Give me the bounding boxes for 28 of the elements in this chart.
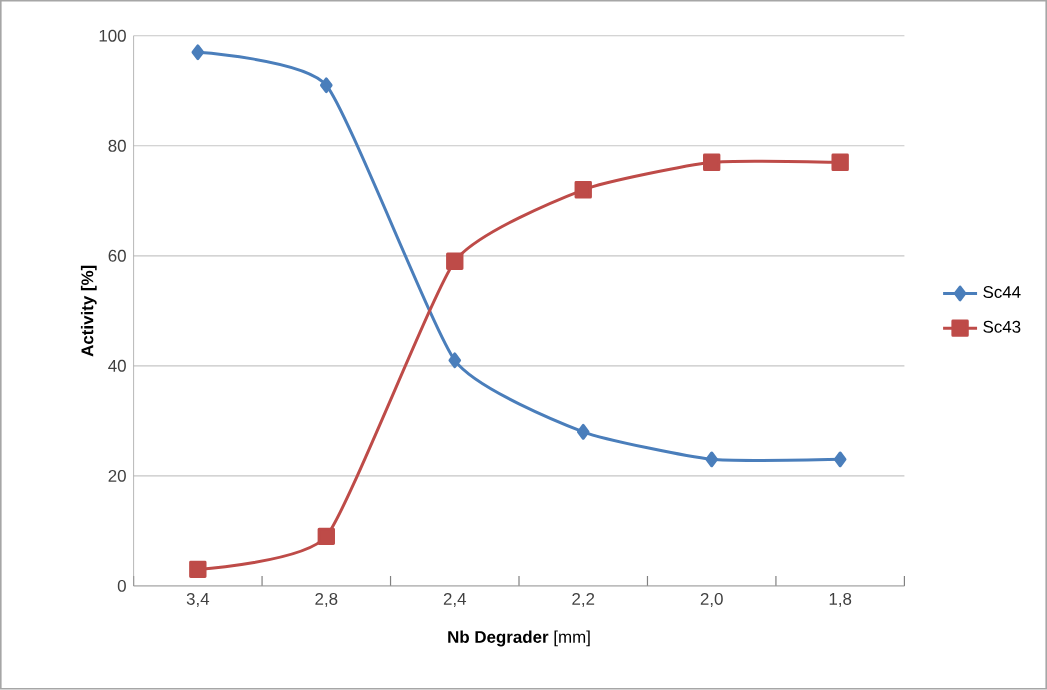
point bbox=[448, 352, 462, 369]
x-tick-label: 1,8 bbox=[829, 593, 852, 608]
y-axis-title: Activity [%] bbox=[80, 265, 97, 357]
point bbox=[833, 451, 847, 468]
y-tick-label: 100 bbox=[99, 30, 126, 42]
y-tick-label: 20 bbox=[108, 470, 126, 483]
point bbox=[189, 560, 207, 579]
y-tick-label: 80 bbox=[108, 140, 126, 152]
point bbox=[320, 77, 333, 94]
x-tick-label: 2,2 bbox=[572, 593, 595, 608]
x-axis-title: Nb Degrader [mm] bbox=[448, 630, 590, 647]
x-tick-label: 3,4 bbox=[186, 593, 210, 608]
point bbox=[703, 153, 721, 172]
point bbox=[446, 252, 464, 271]
point bbox=[576, 424, 590, 440]
x-tick-label: 2,8 bbox=[315, 593, 338, 608]
legend-label: Sc44 bbox=[983, 286, 1021, 299]
legend-label: Sc43 bbox=[983, 321, 1021, 333]
x-tick-label: 2,0 bbox=[700, 593, 723, 608]
y-tick-label: 60 bbox=[108, 250, 126, 263]
point bbox=[317, 527, 335, 546]
point bbox=[831, 153, 849, 172]
y-tick-label: 0 bbox=[117, 580, 126, 593]
point bbox=[705, 451, 718, 468]
x-tick-label: 2,4 bbox=[443, 593, 467, 608]
point bbox=[574, 181, 592, 199]
y-tick-label: 40 bbox=[108, 360, 126, 373]
point bbox=[191, 44, 205, 61]
